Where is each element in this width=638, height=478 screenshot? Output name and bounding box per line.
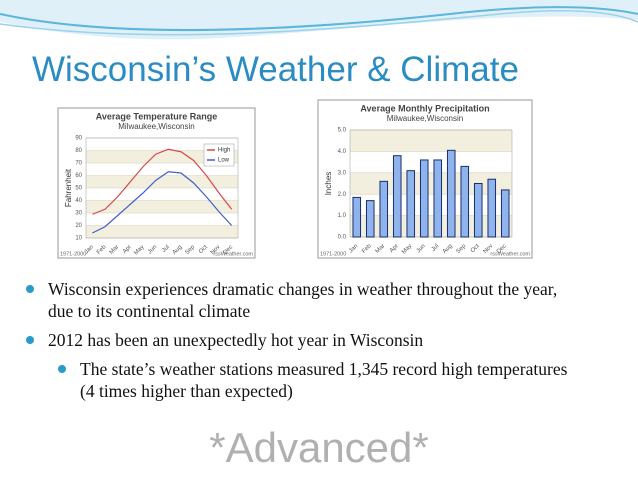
x-tick-label: Jan [84, 244, 95, 255]
x-tick-label: Oct [470, 243, 481, 254]
y-tick-label: 10 [75, 236, 82, 242]
y-tick-label: 50 [75, 186, 82, 192]
y-tick-label: 4.0 [338, 149, 347, 155]
y-axis-label: Fahrenheit [64, 168, 73, 207]
bar [473, 183, 483, 238]
bullet-dot [58, 365, 66, 373]
y-axis-label: Inches [324, 172, 333, 196]
grid-band [350, 215, 512, 237]
bullet-dot [26, 285, 34, 293]
x-tick-label: Apr [122, 244, 133, 255]
bullet-text: Wisconsin experiences dramatic changes i… [48, 279, 558, 321]
grid-band [350, 130, 512, 152]
slide-title: Wisconsin’s Weather & Climate [32, 50, 519, 89]
chart-subtitle: Milwaukee,Wisconsin [118, 122, 194, 131]
period-note: 1971-2000 [60, 251, 86, 257]
y-tick-label: 60 [75, 173, 82, 179]
swoosh-line [0, 6, 638, 31]
x-tick-label: Jun [147, 244, 158, 255]
source-note: rssWeather.com [490, 251, 530, 257]
x-tick-label: Jun [416, 243, 427, 254]
y-tick-label: 90 [75, 136, 82, 142]
x-tick-label: Jul [431, 243, 441, 253]
bullet-list: Wisconsin experiences dramatic changes i… [22, 278, 582, 402]
sub-bullet: The state’s weather stations measured 1,… [22, 358, 582, 402]
x-tick-label: Dec [222, 244, 234, 256]
x-tick-label: Dec [496, 243, 508, 255]
x-tick-label: Aug [172, 244, 184, 256]
bar [365, 200, 375, 238]
bar [460, 165, 470, 238]
swoosh-line [0, 9, 638, 36]
chart-subtitle: Milwaukee,Wisconsin [387, 114, 463, 123]
plot-frame [85, 137, 239, 239]
bullet-dot [26, 336, 34, 344]
grid-band [86, 150, 238, 163]
x-tick-label: Mar [375, 243, 387, 255]
y-tick-label: 1.0 [338, 213, 347, 219]
line-series [92, 148, 233, 215]
bullet-text: The state’s weather stations measured 1,… [80, 359, 568, 401]
grid-band [350, 172, 512, 195]
chart-title: Average Temperature Range [96, 111, 218, 121]
footer-text: *Advanced* [209, 424, 429, 471]
y-tick-label: 40 [75, 198, 82, 204]
bar [406, 170, 416, 238]
y-tick-label: 0.0 [338, 235, 347, 241]
bullet: Wisconsin experiences dramatic changes i… [22, 278, 582, 322]
bar [500, 189, 510, 238]
bar [392, 155, 402, 238]
x-tick-label: Nov [482, 243, 494, 255]
bullet: 2012 has been an unexpectedly hot year i… [22, 329, 582, 351]
bar [352, 196, 362, 238]
bar [433, 159, 443, 238]
x-tick-label: Aug [442, 243, 454, 255]
charts: Average Temperature RangeMilwaukee,Wisco… [57, 99, 533, 259]
plot-frame [349, 129, 513, 238]
x-tick-label: Nov [210, 244, 222, 256]
legend-label: High [218, 148, 230, 154]
bar [487, 178, 497, 238]
x-tick-label: Jan [348, 243, 359, 254]
bar [446, 149, 456, 238]
bar [379, 180, 389, 238]
y-tick-label: 20 [75, 223, 82, 229]
y-tick-label: 2.0 [338, 192, 347, 198]
y-tick-label: 30 [75, 211, 82, 217]
bar [419, 159, 429, 238]
period-note: 1971-2000 [320, 251, 346, 257]
y-tick-label: 3.0 [338, 170, 347, 176]
y-tick-label: 70 [75, 161, 82, 167]
grid-band [86, 175, 238, 188]
chart-title: Average Monthly Precipitation [360, 103, 489, 113]
bullet-text: 2012 has been an unexpectedly hot year i… [48, 330, 424, 350]
y-tick-label: 80 [75, 148, 82, 154]
x-tick-label: Mar [109, 244, 121, 256]
source-note: rssWeather.com [213, 251, 253, 257]
line-series [92, 171, 233, 234]
x-tick-label: Apr [389, 243, 400, 254]
x-tick-label: Jul [161, 244, 171, 254]
legend-label: Low [218, 158, 230, 164]
x-tick-label: Oct [198, 244, 209, 255]
y-tick-label: 5.0 [338, 128, 347, 134]
grid-band [86, 225, 238, 238]
